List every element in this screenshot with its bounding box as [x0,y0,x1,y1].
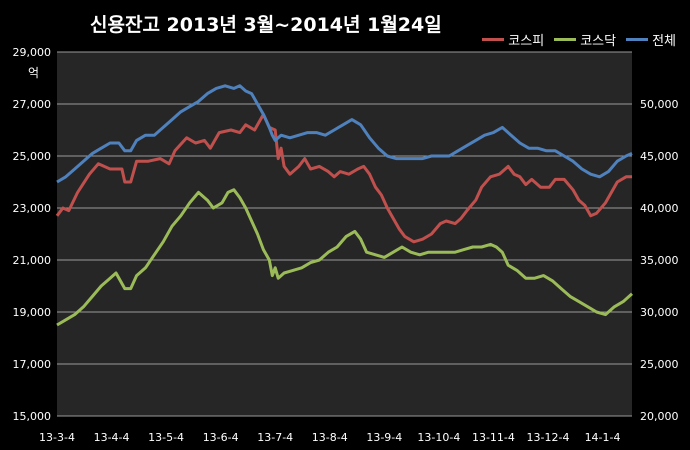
legend-label-total: 전체 [652,34,676,49]
right-tick-label: 40,000 [640,202,679,215]
left-tick-label: 25,000 [13,150,52,163]
legend-item-total: 전체 [626,30,676,49]
left-tick-label: 19,000 [13,306,52,319]
x-tick-label: 13-8-4 [312,431,348,444]
x-tick-label: 13-9-4 [366,431,402,444]
x-axis-ticks: 13-3-4 13-4-4 13-5-4 13-6-4 13-7-4 13-8-4 13-9… [39,431,620,444]
legend-item-kosdaq: 코스닥 [554,30,616,49]
right-tick-label: 50,000 [640,98,679,111]
x-tick-label: 13-4-4 [94,431,130,444]
left-axis-ticks: 15,000 17,000 19,000 21,000 23,000 25,000 27,0… [13,46,52,423]
legend-label-kosdaq: 코스닥 [580,34,617,49]
x-tick-label: 13-5-4 [148,431,184,444]
left-tick-label: 21,000 [13,254,52,267]
legend-item-kospi: 코스피 [482,30,544,49]
right-tick-label: 45,000 [640,150,679,163]
series-lines [55,84,633,327]
gridlines [57,51,632,417]
series-line [56,84,633,184]
right-tick-label: 30,000 [640,306,679,319]
right-tick-label: 20,000 [640,410,679,423]
x-tick-label: 13-11-4 [472,431,515,444]
right-tick-label: 35,000 [640,254,679,267]
legend-swatch-total [626,38,649,41]
right-axis-ticks: 20,000 25,000 30,000 35,000 40,000 45,000 50,0… [640,98,679,423]
x-tick-label: 13-3-4 [39,431,75,444]
chart-title: 신용잔고 2013년 3월~2014년 1월24일 [90,14,442,36]
left-tick-label: 15,000 [13,410,52,423]
left-axis-unit: 억 [28,66,40,80]
legend-label-kospi: 코스피 [508,34,545,49]
series-line [55,112,632,244]
x-tick-label: 13-10-4 [417,431,460,444]
chart-legend: 코스피 코스닥 전체 [482,30,676,49]
right-tick-label: 25,000 [640,358,679,371]
left-tick-label: 29,000 [13,46,52,59]
x-tick-label: 13-7-4 [257,431,293,444]
legend-swatch-kospi [482,38,505,41]
x-tick-label: 13-12-4 [527,431,570,444]
x-tick-label: 13-6-4 [203,431,239,444]
left-tick-label: 27,000 [13,98,52,111]
legend-swatch-kosdaq [554,38,577,41]
left-tick-label: 23,000 [13,202,52,215]
x-tick-label: 14-1-4 [585,431,621,444]
plot-area [57,52,632,416]
series-line [56,188,633,327]
left-tick-label: 17,000 [13,358,52,371]
